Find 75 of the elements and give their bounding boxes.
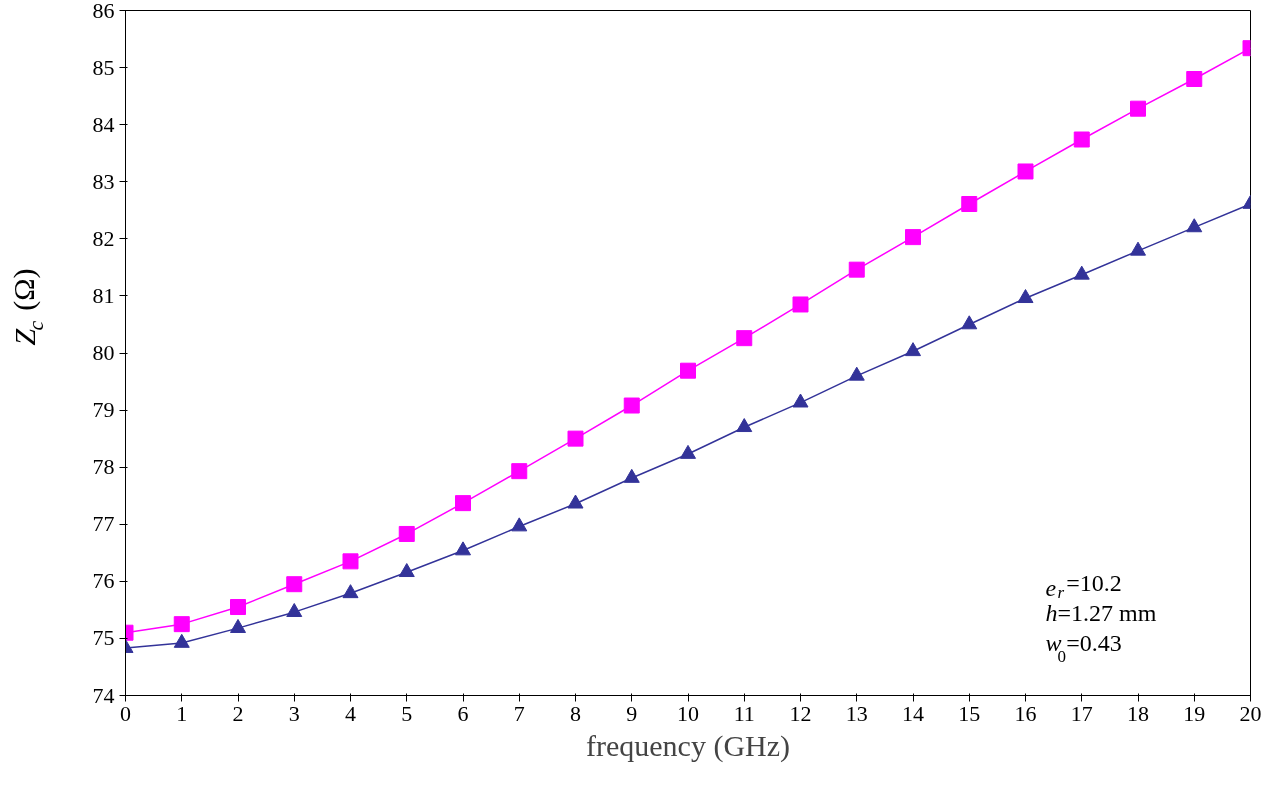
x-tick-label: 19 bbox=[1183, 700, 1206, 726]
x-tick-label: 7 bbox=[513, 700, 525, 726]
y-tick-label: 76 bbox=[92, 568, 115, 594]
x-tick-label: 2 bbox=[232, 700, 244, 726]
point bbox=[623, 397, 640, 414]
y-tick-label: 75 bbox=[92, 625, 115, 651]
x-tick-label: 9 bbox=[626, 700, 638, 726]
y-tick-label: 85 bbox=[92, 54, 115, 80]
x-tick-label: 14 bbox=[902, 700, 924, 726]
annotation: h=1.27 mm bbox=[1045, 599, 1157, 626]
x-axis-title: frequency (GHz) bbox=[585, 728, 791, 763]
y-axis-title: Zc (Ω) bbox=[7, 268, 48, 346]
point bbox=[173, 633, 190, 648]
x-tick-label: 1 bbox=[176, 700, 188, 726]
y-tick-label: 80 bbox=[92, 340, 115, 365]
point bbox=[455, 541, 471, 556]
point bbox=[623, 468, 640, 483]
point bbox=[1186, 71, 1203, 87]
point bbox=[1073, 131, 1090, 148]
point bbox=[286, 576, 303, 593]
x-tick-label: 17 bbox=[1070, 700, 1093, 726]
x-tick-label: 20 bbox=[1239, 700, 1262, 726]
x-tick-label: 6 bbox=[457, 700, 469, 726]
y-tick-label: 78 bbox=[92, 454, 115, 480]
y-tick-label: 79 bbox=[92, 397, 115, 423]
point bbox=[230, 618, 246, 633]
point bbox=[286, 603, 303, 617]
x-tick-label: 5 bbox=[401, 700, 413, 726]
y-tick-label: 86 bbox=[92, 0, 115, 23]
point bbox=[455, 495, 471, 512]
point bbox=[1130, 241, 1146, 256]
point bbox=[511, 517, 528, 532]
y-tick-label: 77 bbox=[92, 511, 115, 537]
point bbox=[848, 261, 865, 278]
x-tick-label: 3 bbox=[288, 700, 300, 726]
y-tick-label: 83 bbox=[92, 168, 115, 194]
point bbox=[1130, 100, 1146, 117]
x-tick-label: 4 bbox=[345, 700, 356, 726]
point bbox=[567, 494, 584, 509]
y-tick-label: 84 bbox=[92, 111, 115, 137]
point bbox=[792, 393, 809, 408]
x-tick-label: 18 bbox=[1127, 700, 1149, 726]
x-tick-label: 12 bbox=[789, 700, 812, 726]
point bbox=[342, 553, 359, 570]
point bbox=[567, 430, 584, 447]
point bbox=[1073, 265, 1090, 280]
x-tick-label: 15 bbox=[958, 700, 981, 726]
y-tick-label: 82 bbox=[92, 225, 115, 251]
point bbox=[511, 463, 528, 480]
point bbox=[961, 315, 978, 330]
point bbox=[680, 362, 696, 379]
point bbox=[230, 599, 246, 616]
point bbox=[1186, 218, 1203, 233]
point bbox=[398, 563, 415, 578]
point bbox=[848, 366, 865, 381]
point bbox=[398, 525, 415, 542]
x-tick-label: 11 bbox=[733, 700, 755, 726]
point bbox=[961, 196, 978, 213]
point bbox=[173, 616, 190, 633]
x-tick-label: 0 bbox=[120, 700, 131, 726]
point bbox=[736, 418, 753, 433]
x-tick-label: 13 bbox=[845, 700, 868, 726]
point bbox=[792, 296, 809, 313]
point bbox=[1017, 163, 1034, 180]
point bbox=[736, 330, 753, 347]
x-tick-label: 16 bbox=[1014, 700, 1037, 726]
point bbox=[680, 444, 696, 459]
point bbox=[342, 584, 359, 599]
x-tick-label: 10 bbox=[677, 700, 699, 726]
point bbox=[905, 229, 921, 246]
y-tick-label: 81 bbox=[92, 282, 115, 308]
point bbox=[1017, 289, 1034, 304]
x-tick-label: 8 bbox=[570, 700, 581, 726]
point bbox=[905, 342, 921, 357]
y-tick-label: 74 bbox=[92, 682, 115, 708]
